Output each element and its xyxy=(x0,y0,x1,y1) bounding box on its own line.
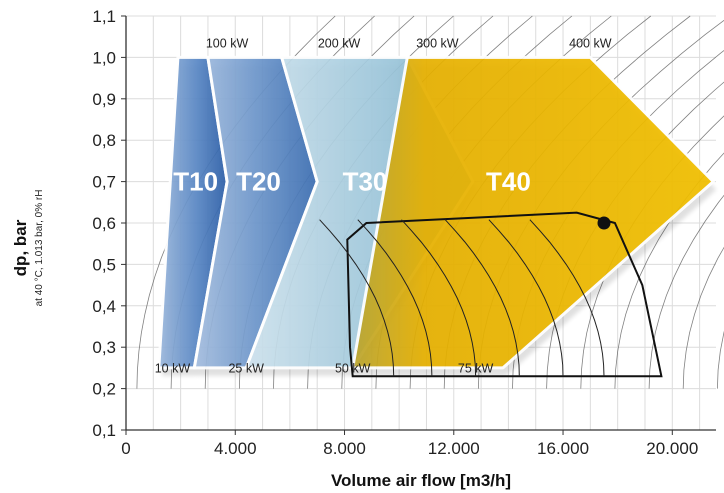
region-label-t10: T10 xyxy=(173,167,218,197)
y-axis-title: dp, bar xyxy=(11,219,30,276)
region-label-t20: T20 xyxy=(236,167,281,197)
envelope-outline xyxy=(346,211,663,378)
axes: 0,1 0,2 0,3 0,4 0,5 0,6 0,7 0,8 0,9 1,0 1,1 0 4.000 8… xyxy=(92,7,716,458)
region-label-t30: T30 xyxy=(343,167,388,197)
operating-envelope xyxy=(319,211,663,378)
y-tick-label: 0,2 xyxy=(92,380,116,399)
y-tick-label: 0,8 xyxy=(92,131,116,150)
region-t40 xyxy=(351,55,715,370)
y-tick-label: 1,1 xyxy=(92,7,116,26)
region-label-t40: T40 xyxy=(486,167,531,197)
x-tick-label: 16.000 xyxy=(537,439,589,458)
power-curve xyxy=(648,194,724,389)
labels: T10 T20 T30 T40 Volume air flow [m3/h] dp, ba… xyxy=(11,36,612,490)
y-axis-note: at 40 °C, 1.013 bar, 0% rH xyxy=(34,190,45,307)
y-tick-label: 0,5 xyxy=(92,255,116,274)
power-label-bottom: 75 kW xyxy=(458,362,494,376)
x-tick-label: 8.000 xyxy=(323,439,366,458)
y-tick-label: 0,4 xyxy=(92,297,116,316)
product-regions xyxy=(157,55,715,370)
y-tick-label: 0,6 xyxy=(92,214,116,233)
x-tick-label: 4.000 xyxy=(214,439,257,458)
y-tick-label: 0,7 xyxy=(92,173,116,192)
envelope-curve xyxy=(529,219,605,377)
power-curve xyxy=(682,246,724,389)
y-tick-label: 1,0 xyxy=(92,48,116,67)
x-tick-label: 12.000 xyxy=(428,439,480,458)
power-label-bottom: 25 kW xyxy=(228,362,264,376)
operating-point xyxy=(597,216,611,230)
x-tick-label: 0 xyxy=(121,439,130,458)
y-tick-label: 0,3 xyxy=(92,338,116,357)
envelope-curve xyxy=(488,219,564,377)
power-label-bottom: 50 kW xyxy=(335,362,371,376)
power-label-top: 200 kW xyxy=(318,36,361,50)
envelope-curve xyxy=(444,219,520,377)
envelope-curve xyxy=(357,219,433,377)
y-tick-label: 0,1 xyxy=(92,421,116,440)
x-tick-label: 20.000 xyxy=(646,439,698,458)
power-label-top: 300 kW xyxy=(416,36,459,50)
power-label-top: 100 kW xyxy=(206,36,249,50)
x-axis-title: Volume air flow [m3/h] xyxy=(331,471,511,490)
power-label-bottom: 10 kW xyxy=(155,362,191,376)
y-tick-label: 0,9 xyxy=(92,90,116,109)
envelope-curve xyxy=(319,219,395,377)
power-label-top: 400 kW xyxy=(569,36,612,50)
envelope-curve xyxy=(401,219,477,377)
